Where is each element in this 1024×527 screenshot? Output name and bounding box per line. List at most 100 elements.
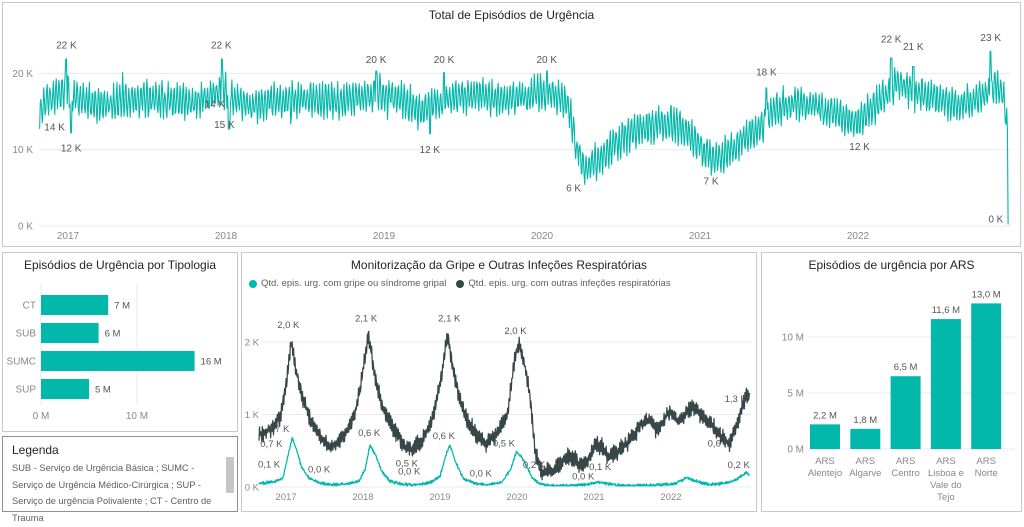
category-label: ARS [856, 456, 876, 467]
data-label: 0,0 K [308, 464, 331, 475]
legend-item-outras-infecoes[interactable]: Qtd. epis. urg. com outras infeções resp… [456, 278, 671, 289]
legend-label-outras-infecoes: Qtd. epis. urg. com outras infeções resp… [468, 278, 671, 289]
data-label: 0,6 K [708, 438, 731, 449]
legenda-text: SUB - Serviço de Urgência Básica ; SUMC … [12, 463, 212, 524]
gridlines: 0 K 10 K 20 K 2017 2018 2019 2020 2021 2022 [12, 69, 1011, 242]
data-label: 2,0 K [504, 326, 527, 337]
data-label: 0,0 K [470, 469, 493, 480]
data-label: 0,0 K [572, 472, 595, 483]
data-label: 0,6 K [433, 431, 456, 442]
bar-ARS Alentejo[interactable] [810, 424, 840, 449]
x-axis-tick: 2018 [352, 492, 373, 503]
x-axis-tick: 2021 [689, 231, 712, 242]
data-label: 1,3 K [725, 394, 748, 405]
bar-ARS Algarve[interactable] [850, 428, 881, 449]
bar-CT[interactable] [41, 295, 109, 315]
category-label: Algarve [849, 468, 881, 479]
data-label: 7 M [114, 301, 130, 312]
category-label: SUMC [7, 357, 36, 368]
legenda-title: Legenda [12, 443, 59, 457]
data-label: 12 K [420, 145, 441, 156]
category-label: Tejo [937, 492, 954, 503]
data-label: 13,0 M [972, 289, 1001, 300]
category-label: Lisboa e [928, 468, 964, 479]
data-label: 20 K [434, 55, 455, 66]
data-label: 2,1 K [355, 314, 378, 325]
legend-label-gripe: Qtd. epis. urg. com gripe ou síndrome gr… [261, 278, 447, 289]
y-axis-tick: 0 K [245, 483, 260, 494]
y-axis-tick: 0 M [787, 445, 804, 456]
data-label: 16 M [201, 357, 222, 368]
data-label: 0,2 K [523, 460, 546, 471]
category-label: ARS [936, 456, 956, 467]
x-axis-tick: 2019 [429, 492, 450, 503]
data-label: 15 K [214, 120, 235, 131]
bar-SUP[interactable] [41, 379, 89, 399]
bar-ARS Norte[interactable] [971, 303, 1002, 449]
tipologia-bar-chart[interactable]: 0 M 10 M CT 7 M SUB 6 M SUMC 16 M SUP 5 M [3, 253, 237, 431]
monitorizacao-line-chart[interactable]: 0 K 1 K 2 K 2017 2018 2019 2020 2021 2022 0,7 K 2,… [242, 253, 756, 511]
legend-item-gripe[interactable]: Qtd. epis. urg. com gripe ou síndrome gr… [249, 278, 446, 289]
data-label: 5 M [95, 385, 111, 396]
y-axis-tick: 1 K [245, 410, 260, 421]
x-axis-tick: 2021 [583, 492, 604, 503]
data-label: 0,2 K [728, 460, 751, 471]
x-axis-tick: 2017 [275, 492, 296, 503]
data-label: 14 K [44, 122, 65, 133]
data-label: 0,5 K [396, 459, 419, 470]
tipologia-chart-title: Episódios de Urgência por Tipologia [23, 258, 217, 272]
data-labels: 14 K 22 K 12 K 22 K 14 K 15 K 20 K 12 K 20 K 20 K… [44, 33, 1003, 226]
category-label: Norte [975, 468, 998, 479]
bar-ARS Lisboa e Vale do Tejo[interactable] [930, 319, 961, 449]
data-label: 1,8 M [853, 415, 877, 426]
outras-infecoes-series-dot-icon [456, 279, 465, 288]
panel-legenda: Legenda SUB - Serviço de Urgência Básica… [2, 436, 238, 523]
data-label: 6 M [105, 329, 121, 340]
data-label: 12 K [61, 144, 82, 155]
panel-tipologia: Episódios de Urgência por Tipologia 0 M 1… [2, 252, 238, 432]
category-label: Centro [891, 468, 920, 479]
monitorizacao-chart-title: Monitorização da Gripe e Outras Infeções… [350, 258, 648, 272]
panel-total-episodios: Total de Episódios de Urgência 0 K 10 K 20… [2, 2, 1021, 247]
bar-SUMC[interactable] [41, 351, 195, 371]
x-axis-tick: 2022 [660, 492, 681, 503]
monitorizacao-legend: Qtd. epis. urg. com gripe ou síndrome gr… [249, 278, 754, 289]
data-label: 0,1 K [589, 462, 612, 473]
data-label: 20 K [536, 55, 557, 66]
data-label: 22 K [211, 41, 232, 52]
y-axis-tick: 20 K [12, 69, 33, 80]
data-label: 20 K [366, 55, 387, 66]
y-axis-tick: 5 M [787, 389, 804, 400]
data-labels: 0,7 K 2,0 K 2,1 K 0,5 K 2,1 K 2,0 K 0,2 K 0,6 K… [258, 314, 751, 483]
data-label: 7 K [704, 176, 719, 187]
bar-ARS Centro[interactable] [890, 376, 921, 449]
y-axis-tick: 10 M [782, 333, 804, 344]
data-label: 23 K [980, 33, 1001, 44]
data-label: 0,7 K [267, 424, 290, 435]
category-label: Alentejo [808, 468, 842, 479]
total-chart-title: Total de Episódios de Urgência [428, 8, 595, 22]
x-axis-tick: 2019 [373, 231, 396, 242]
x-axis-tick: 0 M [33, 411, 50, 422]
data-label: 12 K [849, 142, 870, 153]
bar-SUB[interactable] [41, 323, 99, 343]
series-line-1[interactable] [258, 436, 750, 487]
ars-chart-title: Episódios de urgência por ARS [808, 258, 975, 272]
total-episodios-line-chart[interactable]: 0 K 10 K 20 K 2017 2018 2019 2020 2021 2022 14 K 2… [3, 3, 1020, 246]
data-label: 22 K [881, 35, 902, 46]
data-label: 6 K [566, 183, 581, 194]
data-label: 11,6 M [932, 305, 960, 316]
category-label: Vale do [930, 480, 962, 491]
x-axis-tick: 2020 [531, 231, 554, 242]
data-label: 22 K [56, 41, 77, 52]
series-line-0[interactable] [258, 330, 751, 481]
data-label: 14 K [205, 99, 226, 110]
y-axis-tick: 2 K [245, 338, 260, 349]
x-axis-tick: 2022 [847, 231, 870, 242]
series-line-0[interactable] [39, 50, 1009, 225]
data-label: 0,7 K [260, 439, 283, 450]
data-label: 0,5 K [493, 438, 516, 449]
legenda-scrollbar[interactable] [226, 457, 234, 493]
